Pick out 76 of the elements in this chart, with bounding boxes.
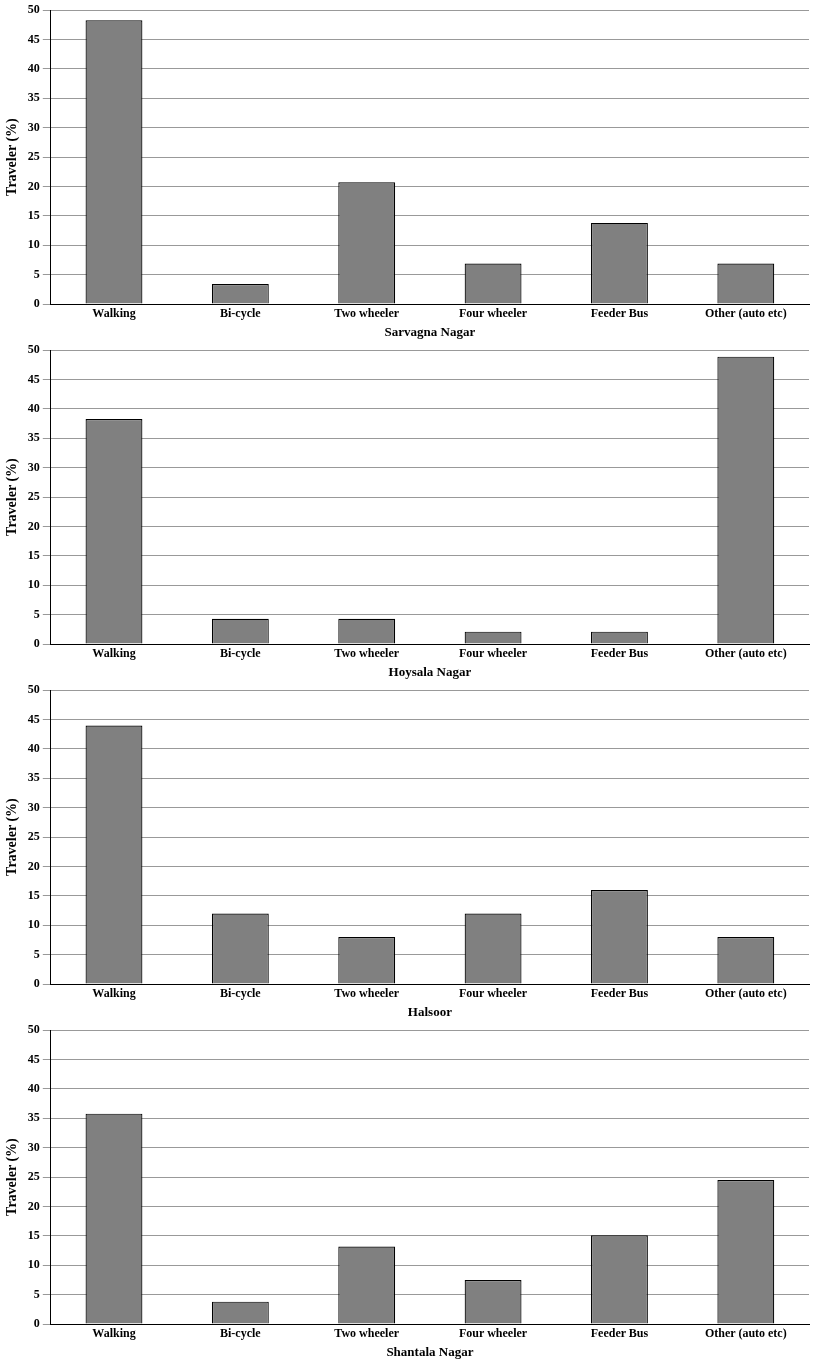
y-tick-label: 45 [27,1051,40,1066]
x-tick-label: Four wheeler [459,1326,528,1341]
y-tick-label: 10 [27,577,40,592]
y-tick-label: 35 [27,770,40,785]
y-tick-label: 25 [27,829,40,844]
y-tick-label: 45 [27,371,40,386]
y-tick-label: 5 [33,1286,40,1301]
x-tick-label: Bi-cycle [220,1326,262,1341]
y-tick-label: 25 [27,489,40,504]
y-tick-label: 0 [33,976,40,991]
y-axis-title: Traveler (%) [4,117,21,196]
y-tick-label: 35 [27,90,40,105]
x-tick-label: Walking [92,986,136,1001]
x-tick-label: Four wheeler [459,986,528,1001]
x-tick-label: Two wheeler [334,306,400,321]
x-tick-label: Two wheeler [334,1326,400,1341]
y-tick-label: 15 [27,207,40,222]
x-tick-label: Two wheeler [334,646,400,661]
y-tick-label: 20 [27,518,40,533]
x-tick-label: Other (auto etc) [704,986,787,1001]
y-tick-label: 50 [27,1022,40,1037]
x-tick-label: Other (auto etc) [704,306,787,321]
y-tick-label: 20 [27,858,40,873]
y-tick-label: 25 [27,1169,40,1184]
y-tick-label: 45 [27,31,40,46]
y-axis-title: Traveler (%) [4,457,21,536]
y-tick-label: 5 [33,946,40,961]
y-tick-label: 10 [27,1257,40,1272]
y-tick-label: 15 [27,547,40,562]
x-tick-label: Other (auto etc) [704,646,787,661]
x-tick-label: Walking [92,1326,136,1341]
y-tick-label: 40 [27,1081,40,1096]
y-tick-label: 40 [27,741,40,756]
y-tick-label: 30 [27,799,40,814]
y-tick-label: 0 [33,296,40,311]
x-axis-title: Shantala Nagar [386,1343,474,1359]
x-tick-label: Bi-cycle [220,646,262,661]
y-tick-label: 0 [33,1316,40,1331]
y-tick-label: 10 [27,917,40,932]
x-tick-label: Two wheeler [334,986,400,1001]
x-tick-label: Bi-cycle [220,306,262,321]
x-tick-label: Feeder Bus [590,1326,649,1341]
x-axis-title: Sarvagna Nagar [384,323,476,339]
y-tick-label: 50 [27,2,40,17]
x-axis-title: Halsoor [407,1003,453,1019]
y-tick-label: 50 [27,342,40,357]
y-tick-label: 30 [27,1139,40,1154]
x-axis-title: Hoysala Nagar [388,663,472,679]
x-tick-label: Bi-cycle [220,986,262,1001]
x-tick-label: Four wheeler [459,646,528,661]
y-tick-label: 45 [27,711,40,726]
y-tick-label: 15 [27,1227,40,1242]
y-tick-label: 35 [27,1110,40,1125]
y-tick-label: 20 [27,1198,40,1213]
x-tick-label: Four wheeler [459,306,528,321]
y-tick-label: 5 [33,606,40,621]
x-tick-label: Other (auto etc) [704,1326,787,1341]
y-tick-label: 30 [27,459,40,474]
x-tick-label: Feeder Bus [590,986,649,1001]
y-tick-label: 0 [33,636,40,651]
y-tick-label: 50 [27,682,40,697]
y-tick-label: 20 [27,178,40,193]
y-tick-label: 40 [27,61,40,76]
x-tick-label: Walking [92,646,136,661]
x-tick-label: Walking [92,306,136,321]
x-tick-label: Feeder Bus [590,306,649,321]
y-tick-label: 30 [27,119,40,134]
x-tick-label: Feeder Bus [590,646,649,661]
y-axis-title: Traveler (%) [4,797,21,876]
y-tick-label: 15 [27,887,40,902]
y-tick-label: 5 [33,266,40,281]
y-tick-label: 10 [27,237,40,252]
y-axis-title: Traveler (%) [4,1137,21,1216]
y-tick-label: 25 [27,149,40,164]
y-tick-label: 40 [27,401,40,416]
y-tick-label: 35 [27,430,40,445]
